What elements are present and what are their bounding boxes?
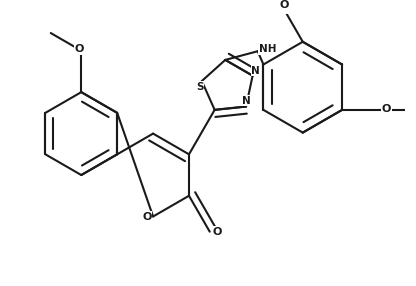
Text: O: O <box>212 227 221 237</box>
Text: O: O <box>381 104 391 114</box>
Text: NH: NH <box>259 44 276 54</box>
Text: N: N <box>251 65 260 76</box>
Text: O: O <box>279 0 289 10</box>
Text: O: O <box>143 212 152 221</box>
Text: S: S <box>196 82 203 92</box>
Text: O: O <box>74 45 84 55</box>
Text: N: N <box>242 96 250 106</box>
